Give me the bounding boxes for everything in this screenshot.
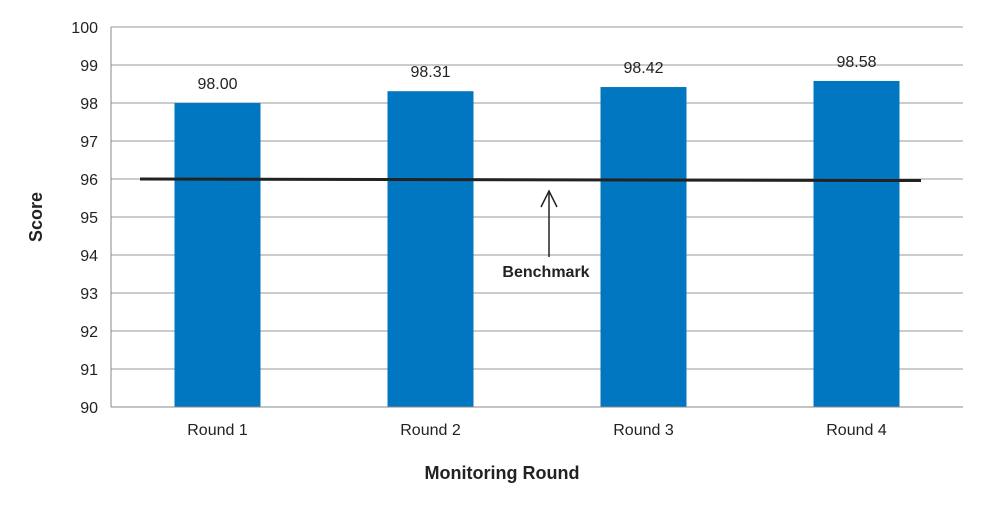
x-tick-label: Round 4 bbox=[826, 422, 887, 439]
benchmark-line bbox=[139, 177, 922, 182]
x-tick-label: Round 2 bbox=[400, 422, 461, 439]
data-label: 98.58 bbox=[836, 54, 876, 71]
x-axis-title: Monitoring Round bbox=[425, 463, 580, 483]
y-tick-label: 100 bbox=[71, 20, 98, 37]
bar bbox=[387, 91, 474, 407]
data-label: 98.00 bbox=[197, 76, 237, 93]
benchmark-arrow bbox=[540, 189, 558, 257]
y-tick-label: 91 bbox=[80, 362, 98, 379]
y-tick-label: 96 bbox=[80, 172, 98, 189]
arrow-head bbox=[540, 189, 558, 208]
bar bbox=[813, 80, 900, 408]
bar bbox=[600, 87, 687, 407]
data-label: 98.42 bbox=[623, 60, 663, 77]
data-label: 98.31 bbox=[410, 64, 450, 81]
y-tick-label: 97 bbox=[80, 134, 98, 151]
bars bbox=[174, 80, 900, 408]
x-tick-label: Round 1 bbox=[187, 422, 248, 439]
y-tick-label: 90 bbox=[80, 400, 98, 417]
x-tick-label: Round 3 bbox=[613, 422, 674, 439]
x-axis-ticks: Round 1 Round 2 Round 3 Round 4 bbox=[187, 422, 887, 439]
y-tick-label: 93 bbox=[80, 286, 98, 303]
y-axis-title: Score bbox=[26, 192, 46, 242]
y-tick-label: 92 bbox=[80, 324, 98, 341]
bar bbox=[174, 103, 261, 407]
y-tick-label: 95 bbox=[80, 210, 98, 227]
benchmark-label: Benchmark bbox=[502, 264, 589, 281]
y-tick-label: 98 bbox=[80, 96, 98, 113]
y-tick-label: 94 bbox=[80, 248, 98, 265]
y-tick-label: 99 bbox=[80, 58, 98, 75]
y-axis-ticks: 90 91 92 93 94 95 96 97 98 99 100 bbox=[71, 20, 98, 417]
data-labels: 98.00 98.31 98.42 98.58 bbox=[197, 54, 876, 93]
